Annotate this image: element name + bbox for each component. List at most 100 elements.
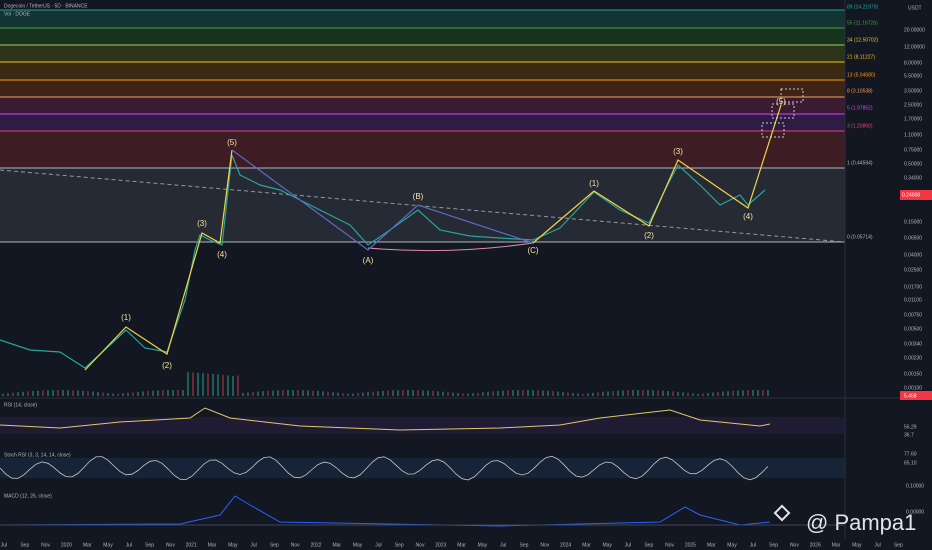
- volume-bar: [557, 391, 559, 396]
- rsi-line: [0, 407, 771, 431]
- volume-bar: [447, 392, 449, 396]
- volume-bar: [332, 392, 334, 396]
- price-axis-label: 20.00000: [904, 27, 925, 33]
- volume-bar: [102, 392, 104, 396]
- volume-bar: [282, 390, 284, 396]
- volume-bar: [572, 393, 574, 396]
- time-axis-label: 2025: [685, 542, 696, 548]
- time-axis-label: Mar: [582, 542, 591, 548]
- time-axis-label: Jul: [625, 542, 631, 548]
- fib-label: 1 (0.44594): [847, 160, 873, 166]
- volume-bar: [727, 391, 729, 396]
- time-axis-label: May: [228, 542, 238, 548]
- volume-bar: [652, 390, 654, 396]
- volume-bar: [707, 392, 709, 396]
- volume-bar: [277, 390, 279, 396]
- wave-label: (3): [197, 219, 207, 228]
- volume-bar: [617, 390, 619, 396]
- time-axis-label: Nov: [166, 542, 175, 548]
- volume-bar: [82, 390, 84, 396]
- volume-bar: [527, 390, 529, 396]
- time-axis-label: Sep: [644, 542, 653, 548]
- volume-bar: [247, 392, 249, 396]
- volume-bar: [522, 390, 524, 396]
- volume-bar: [632, 390, 634, 396]
- time-axis-label: Jul: [375, 542, 381, 548]
- volume-bar: [252, 391, 254, 396]
- volume-bar: [607, 391, 609, 396]
- volume-bar: [442, 391, 444, 396]
- price-tag: [900, 190, 932, 200]
- wave-label: (5): [776, 97, 786, 106]
- fib-label: 55 (11.16726): [847, 20, 878, 26]
- target-box: [780, 88, 804, 103]
- volume-bar: [717, 391, 719, 396]
- time-axis-label: Nov: [665, 542, 674, 548]
- time-axis-label: Jul: [126, 542, 132, 548]
- price-axis-label: 0.00230: [904, 355, 922, 361]
- volume-bar: [742, 390, 744, 396]
- volume-bar: [437, 391, 439, 396]
- stoch-value: 77.60: [904, 451, 917, 457]
- time-axis-label: Sep: [20, 542, 29, 548]
- volume-bar: [182, 390, 184, 396]
- volume-bar: [257, 391, 259, 396]
- price-axis-label: 0.34000: [904, 175, 922, 181]
- rsi-title: RSI (14, close): [4, 402, 37, 408]
- volume-bar: [272, 390, 274, 396]
- volume-bar: [132, 392, 134, 396]
- wave-label: (5): [227, 138, 237, 147]
- time-axis-label: Jul: [874, 542, 880, 548]
- macd-axis: 0.00000: [906, 509, 924, 515]
- volume-bar: [192, 372, 194, 396]
- volume-bar: [12, 392, 14, 396]
- price-axis-label: 5.50000: [904, 73, 922, 79]
- time-axis-label: Jul: [250, 542, 256, 548]
- price-axis-label: 0.01100: [904, 297, 922, 303]
- volume-bar: [637, 390, 639, 396]
- volume-bar: [427, 390, 429, 396]
- volume-bar: [297, 390, 299, 396]
- time-axis-label: Nov: [540, 542, 549, 548]
- volume-bar: [167, 390, 169, 396]
- price-axis-label: 1.70000: [904, 116, 922, 122]
- volume-bar: [472, 393, 474, 396]
- volume-bar: [477, 392, 479, 396]
- volume-bar: [152, 390, 154, 396]
- volume-bar: [497, 390, 499, 396]
- target-box: [761, 122, 785, 138]
- volume-bar: [357, 393, 359, 396]
- volume-bar: [517, 390, 519, 396]
- macd-title: MACD (12, 26, close): [4, 493, 52, 499]
- volume-bar: [157, 390, 159, 396]
- fib-label: 89 (24.21979): [847, 4, 878, 10]
- volume-bar: [17, 392, 19, 396]
- volume-bar: [197, 372, 199, 396]
- time-axis-label: Sep: [270, 542, 279, 548]
- price-axis-label: 0.50000: [904, 161, 922, 167]
- watermark-logo: [773, 504, 791, 522]
- volume-bar: [207, 373, 209, 396]
- volume-bar: [702, 393, 704, 396]
- price-axis-label: 0.00340: [904, 341, 922, 347]
- volume-bar: [232, 375, 234, 396]
- price-axis-label: 8.00000: [904, 60, 922, 66]
- volume-bar: [87, 391, 89, 396]
- wave-line: [532, 104, 782, 244]
- volume-bar: [582, 393, 584, 396]
- volume-bar: [292, 390, 294, 396]
- volume-bar: [627, 390, 629, 396]
- time-axis-label: May: [602, 542, 612, 548]
- volume-bar: [697, 393, 699, 396]
- volume-bar: [122, 393, 124, 396]
- volume-bar: [347, 393, 349, 396]
- volume-value: 5.458: [904, 393, 917, 399]
- time-axis-label: Nov: [291, 542, 300, 548]
- time-axis-label: 2024: [560, 542, 571, 548]
- wave-label: (4): [217, 250, 227, 259]
- volume-bar: [407, 390, 409, 396]
- volume-bar: [402, 390, 404, 396]
- volume-bar: [227, 375, 229, 396]
- volume-bar: [307, 390, 309, 396]
- volume-bar: [112, 393, 114, 396]
